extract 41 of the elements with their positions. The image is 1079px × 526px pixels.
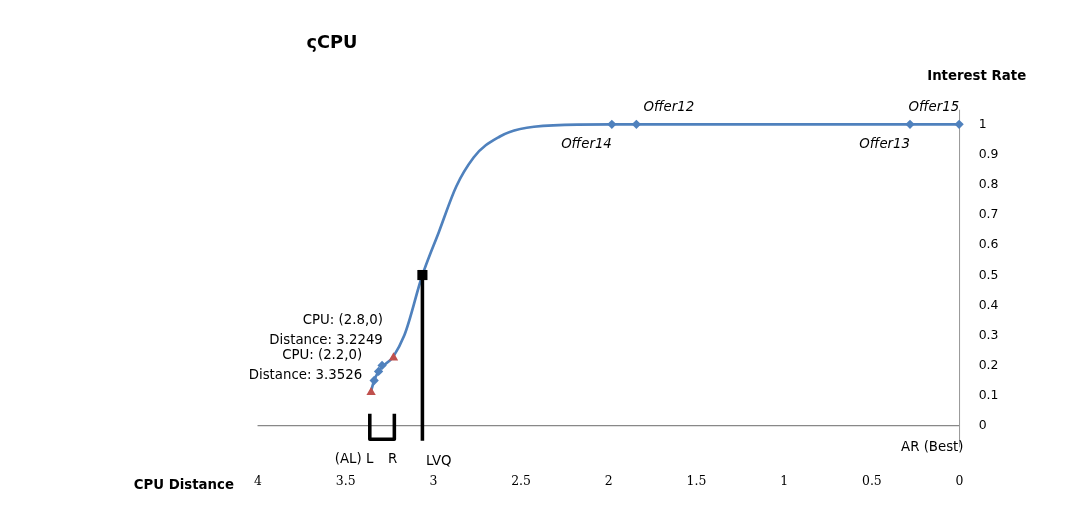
- point: [369, 375, 379, 386]
- point: [954, 119, 964, 130]
- annotation: LVQ: [425, 452, 452, 468]
- y-tick-label: 0.4: [978, 296, 999, 312]
- y-tick-label: 0.9: [978, 146, 999, 162]
- point: [417, 269, 428, 281]
- x-tick-label: 3.5: [335, 473, 356, 489]
- annotation: (AL) L: [334, 451, 374, 467]
- y-axis-title: Interest Rate: [927, 68, 1027, 84]
- point: [905, 119, 915, 130]
- x-tick-label: 4: [254, 473, 263, 489]
- y-tick-label: 0.3: [978, 326, 999, 342]
- chart-title: ςCPU: [306, 32, 358, 53]
- annotation: CPU: (2.2,0) Distance: 3.3526: [248, 347, 363, 382]
- y-tick-label: 0.6: [978, 236, 999, 252]
- point: [373, 366, 384, 377]
- point: [366, 387, 376, 396]
- y-tick-label: 0.1: [978, 387, 999, 403]
- x-tick-label: 1: [780, 473, 789, 489]
- x-tick-label: 2: [604, 473, 613, 489]
- annotation: Offer13: [859, 136, 910, 152]
- y-tick-label: 0.2: [978, 356, 999, 372]
- y-tick-label: 0.8: [978, 176, 999, 192]
- annotation: Offer14: [561, 136, 612, 152]
- annotation: Offer15: [908, 99, 960, 115]
- point: [377, 360, 387, 371]
- y-tick-label: 0.7: [978, 206, 999, 222]
- annotation: R: [387, 451, 398, 467]
- annotation: AR (Best): [901, 439, 964, 455]
- x-tick-label: 0: [955, 473, 964, 489]
- y-tick-label: 1: [978, 115, 987, 131]
- x-tick-label: 0.5: [861, 473, 882, 489]
- annotation: Offer12: [643, 99, 695, 115]
- x-tick-label: 3: [429, 473, 438, 489]
- y-tick-label: 0.5: [978, 266, 999, 282]
- y-tick-label: 0: [978, 417, 987, 433]
- point: [607, 119, 617, 130]
- x-tick-label: 1.5: [686, 473, 707, 489]
- x-tick-label: 2.5: [511, 473, 531, 489]
- x-axis-title: CPU Distance: [133, 476, 234, 492]
- annotation: CPU: (2.8,0) Distance: 3.2249: [269, 312, 383, 347]
